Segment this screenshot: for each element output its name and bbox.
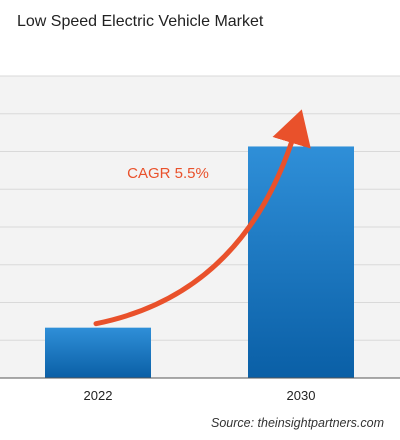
chart-title: Low Speed Electric Vehicle Market	[17, 13, 264, 30]
bar-2030	[248, 146, 354, 378]
cagr-arrow	[93, 109, 311, 327]
bars	[45, 146, 354, 378]
x-tick-label: 2030	[287, 388, 316, 403]
bar-2022	[45, 327, 151, 378]
x-tick-labels: 2022 2030	[84, 388, 316, 403]
x-tick-label: 2022	[84, 388, 113, 403]
cagr-label: CAGR 5.5%	[127, 165, 209, 182]
source-note: Source: theinsightpartners.com	[210, 416, 384, 430]
